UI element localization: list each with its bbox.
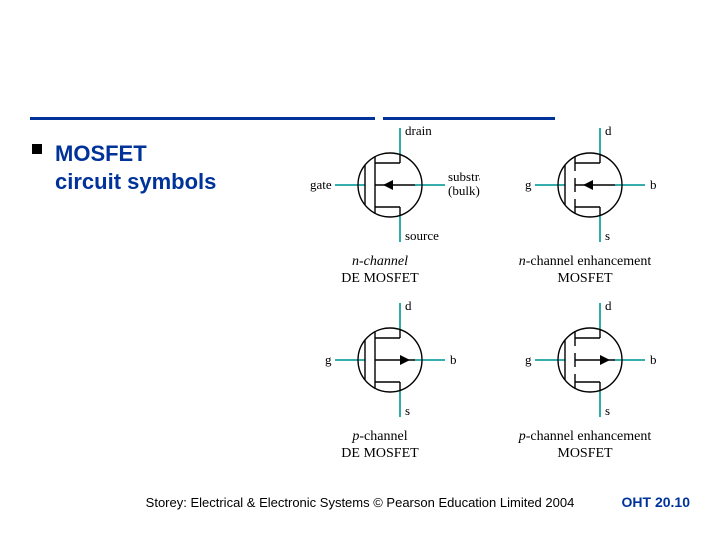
caption-n-de: n-channel DE MOSFET <box>280 254 480 288</box>
lbl-g: g <box>525 177 532 192</box>
lbl-sub1: substrate <box>448 169 480 184</box>
lbl-b2: b <box>450 352 457 367</box>
lbl-sub2: (bulk) <box>448 183 480 198</box>
lbl-b: b <box>650 177 657 192</box>
cap-tr2: MOSFET <box>557 271 612 286</box>
lbl-source: source <box>405 228 439 243</box>
lbl-s2: s <box>405 403 410 418</box>
lbl-g3: g <box>525 352 532 367</box>
slide-number: OHT 20.10 <box>622 494 690 510</box>
cap-tr1: n-channel enhancement <box>519 254 652 269</box>
cap-bl1: p-channel <box>352 429 407 444</box>
caption-n-enh: n-channel enhancement MOSFET <box>485 254 685 288</box>
cap-br1: p-channel enhancement <box>519 429 652 444</box>
bullet-square <box>32 144 42 154</box>
lbl-b3: b <box>650 352 657 367</box>
footer-text: Storey: Electrical & Electronic Systems … <box>0 495 720 510</box>
lbl-g2: g <box>325 352 332 367</box>
cap-br2: MOSFET <box>557 446 612 461</box>
symbol-n-enh: d g s b n-channel enhancement MOSFET <box>485 125 685 288</box>
lbl-drain: drain <box>405 125 432 138</box>
caption-p-de: p-channel DE MOSFET <box>280 429 480 463</box>
slide-heading: MOSFET circuit symbols <box>55 140 216 195</box>
symbol-p-enh: d g s b p-channel enhancement MOSFET <box>485 300 685 463</box>
lbl-s3: s <box>605 403 610 418</box>
diagram-area: drain gate source substrate (bulk) n-cha… <box>280 125 680 460</box>
rule-right <box>383 117 555 120</box>
caption-p-enh: p-channel enhancement MOSFET <box>485 429 685 463</box>
heading-line2: circuit symbols <box>55 169 216 194</box>
cap-bl2: DE MOSFET <box>341 446 418 461</box>
slide-root: MOSFET circuit symbols <box>0 0 720 540</box>
rule-left <box>30 117 375 120</box>
svg-n-de: drain gate source substrate (bulk) <box>280 125 480 245</box>
symbol-n-de: drain gate source substrate (bulk) n-cha… <box>280 125 480 288</box>
cap-tl2: DE MOSFET <box>341 271 418 286</box>
svg-n-enh: d g s b <box>485 125 685 245</box>
svg-p-de: d g s b <box>280 300 480 420</box>
svg-p-enh: d g s b <box>485 300 685 420</box>
cap-tl1: n-channel <box>352 254 408 269</box>
heading-line1: MOSFET <box>55 141 147 166</box>
symbol-p-de: d g s b p-channel DE MOSFET <box>280 300 480 463</box>
lbl-d: d <box>605 125 612 138</box>
lbl-d2: d <box>405 300 412 313</box>
lbl-s: s <box>605 228 610 243</box>
lbl-gate: gate <box>310 177 332 192</box>
lbl-d3: d <box>605 300 612 313</box>
